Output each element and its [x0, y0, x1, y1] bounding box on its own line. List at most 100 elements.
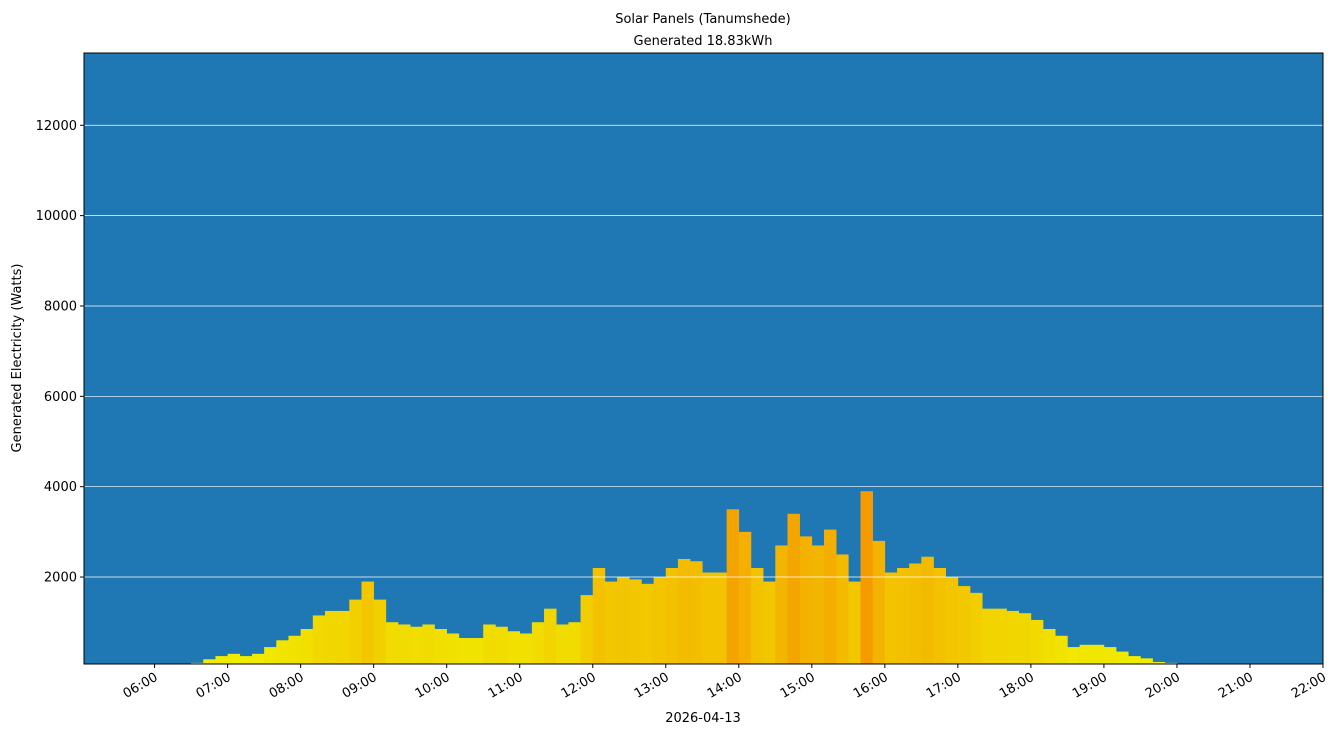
bar: [1128, 656, 1141, 664]
bar: [775, 545, 788, 664]
bar: [799, 536, 813, 664]
bar: [410, 626, 423, 664]
bar: [702, 572, 715, 664]
y-tick-label: 10000: [36, 209, 77, 224]
bar: [1164, 662, 1178, 664]
bar: [592, 568, 606, 664]
bar: [982, 608, 995, 664]
bar: [653, 577, 667, 664]
bar: [750, 568, 764, 664]
bar: [617, 577, 630, 664]
bar: [1030, 619, 1044, 664]
bar: [349, 599, 362, 664]
bar: [872, 540, 886, 664]
bar: [215, 656, 228, 664]
bar: [811, 545, 825, 664]
bar: [921, 556, 934, 664]
x-axis-label: 2026-04-13: [665, 711, 741, 726]
bar: [398, 624, 411, 664]
bar: [957, 586, 971, 664]
y-tick-label: 6000: [44, 390, 77, 405]
bar: [1091, 644, 1105, 664]
bar: [1103, 647, 1117, 664]
bar: [897, 568, 910, 664]
bar: [531, 622, 545, 664]
bar: [507, 631, 521, 664]
bar: [568, 622, 581, 664]
bar: [544, 608, 557, 664]
bar: [361, 581, 374, 664]
bar: [1116, 651, 1129, 664]
bar: [629, 579, 642, 664]
x-tick-label: 08:00: [267, 670, 307, 702]
bar: [884, 572, 898, 664]
bar: [945, 577, 959, 664]
bar: [300, 628, 314, 664]
bar: [1018, 613, 1032, 664]
chart-subtitle: Generated 18.83kWh: [634, 34, 773, 49]
bar: [312, 615, 326, 664]
plot-frame: [83, 52, 1324, 665]
bar: [288, 635, 301, 664]
y-tick-label: 2000: [44, 571, 77, 586]
x-tick-label: 18:00: [997, 670, 1037, 702]
x-tick-label: 09:00: [340, 670, 380, 702]
x-tick-label: 10:00: [413, 670, 453, 702]
x-tick-label: 21:00: [1216, 670, 1256, 702]
x-tick-label: 12:00: [559, 670, 599, 702]
bar: [227, 653, 241, 664]
bar: [763, 581, 776, 664]
x-tick-label: 13:00: [632, 670, 672, 702]
bar: [860, 491, 873, 664]
bar: [823, 529, 837, 664]
bar: [1152, 661, 1166, 664]
bar: [580, 595, 594, 664]
bar: [251, 653, 265, 664]
bar: [337, 610, 350, 664]
x-tick-label: 11:00: [486, 670, 526, 702]
y-tick-label: 12000: [36, 119, 77, 134]
plot-background: [84, 53, 1323, 664]
bar: [848, 581, 861, 664]
bar: [495, 626, 508, 664]
x-tick-label: 14:00: [705, 670, 745, 702]
bar: [970, 592, 983, 664]
bar: [665, 568, 679, 664]
bar: [556, 624, 569, 664]
bar: [239, 656, 253, 664]
y-tick-label: 8000: [44, 299, 77, 314]
x-tick-label: 20:00: [1143, 670, 1183, 702]
bar: [422, 624, 435, 664]
chart-title: Solar Panels (Tanumshede): [615, 12, 791, 27]
y-axis-label: Generated Electricity (Watts): [10, 264, 25, 453]
bar: [787, 513, 800, 664]
bar: [641, 583, 654, 664]
bar: [604, 581, 618, 664]
bar: [519, 633, 533, 664]
bar: [191, 662, 204, 664]
bar: [836, 554, 849, 664]
x-tick-label: 06:00: [121, 670, 161, 702]
bar: [677, 558, 691, 664]
bar: [203, 659, 216, 664]
bar: [471, 638, 484, 664]
bar: [714, 572, 727, 664]
x-tick-label: 07:00: [194, 670, 234, 702]
bar: [1043, 628, 1056, 664]
bar: [483, 624, 496, 664]
bar: [276, 640, 289, 664]
bar: [1055, 635, 1068, 664]
bar: [385, 622, 399, 664]
bar: [1140, 658, 1153, 664]
x-tick-label: 17:00: [924, 670, 964, 702]
bar: [994, 608, 1007, 664]
x-tick-label: 22:00: [1289, 670, 1329, 702]
bar: [324, 610, 338, 664]
bar: [726, 509, 740, 664]
bar: [1067, 647, 1080, 664]
bar: [738, 531, 752, 664]
bar: [909, 563, 922, 664]
bar: [446, 633, 460, 664]
bar: [690, 561, 703, 664]
